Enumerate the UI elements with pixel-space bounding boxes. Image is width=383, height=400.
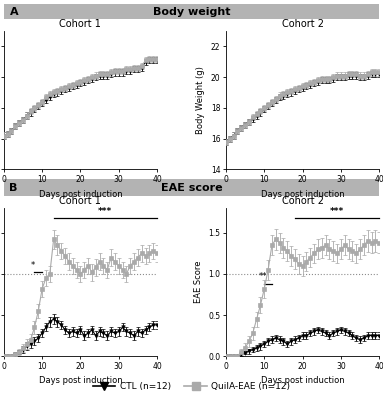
Text: Body weight: Body weight: [153, 7, 230, 17]
Y-axis label: Body Weight (g): Body Weight (g): [196, 66, 205, 134]
Legend: CTL (n=12), QuilA-EAE (n=12): CTL (n=12), QuilA-EAE (n=12): [89, 379, 294, 395]
Text: ***: ***: [98, 207, 113, 216]
Title: Cohort 2: Cohort 2: [282, 196, 324, 206]
Text: B: B: [10, 183, 18, 193]
Text: ***: ***: [330, 207, 344, 216]
Text: **: **: [259, 272, 267, 281]
Text: A: A: [10, 7, 18, 17]
Title: Cohort 1: Cohort 1: [59, 196, 101, 206]
Text: EAE score: EAE score: [161, 183, 222, 193]
X-axis label: Days post induction: Days post induction: [261, 376, 344, 385]
X-axis label: Days post induction: Days post induction: [39, 376, 122, 385]
X-axis label: Days post induction: Days post induction: [39, 190, 122, 198]
Title: Cohort 1: Cohort 1: [59, 19, 101, 29]
X-axis label: Days post induction: Days post induction: [261, 190, 344, 198]
Y-axis label: EAE Score: EAE Score: [194, 261, 203, 304]
Text: *: *: [30, 261, 35, 270]
Title: Cohort 2: Cohort 2: [282, 19, 324, 29]
